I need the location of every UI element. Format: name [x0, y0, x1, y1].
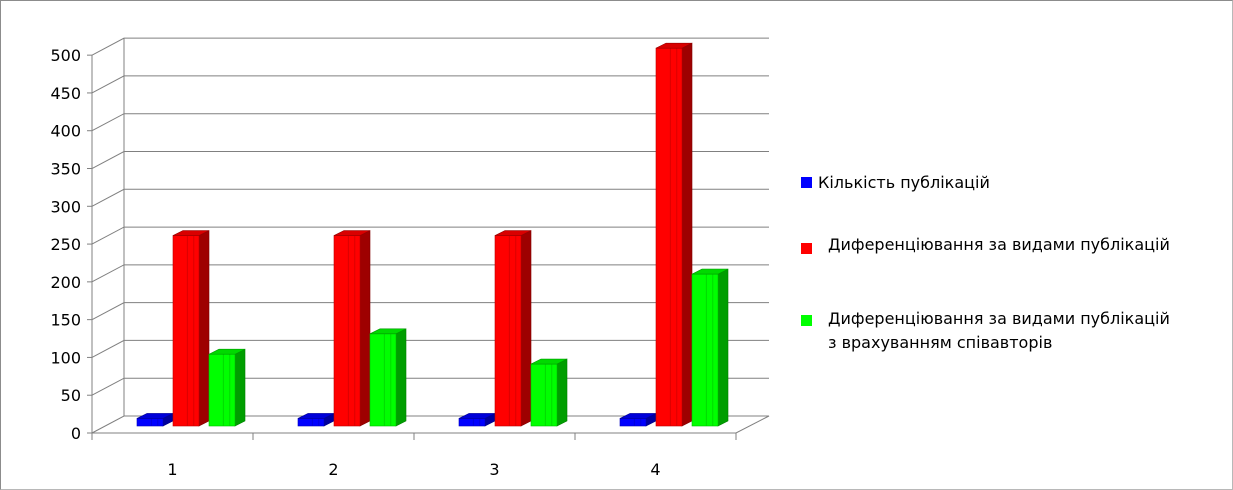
bar-top	[494, 230, 532, 236]
y-tick-label: 100	[50, 348, 81, 367]
y-tick-label: 0	[71, 424, 81, 443]
bar-top	[691, 268, 729, 275]
y-tick-label: 200	[50, 273, 81, 292]
bar-series2-cat1	[172, 230, 210, 427]
bar-series3-cat1	[208, 348, 246, 427]
bar-top	[530, 358, 568, 365]
y-tick-label: 250	[50, 235, 81, 254]
bar-series3-cat2	[369, 328, 407, 427]
bar-front	[619, 418, 647, 427]
legend-swatch-green	[801, 315, 812, 326]
gridline	[91, 188, 769, 207]
bar-front	[691, 273, 719, 427]
bar-side	[556, 358, 568, 427]
legend-swatch-red	[801, 243, 812, 254]
y-tick-label: 500	[50, 46, 81, 65]
y-tick-label: 50	[61, 386, 81, 405]
x-tick-label: 2	[328, 460, 338, 479]
y-tick-label: 400	[50, 122, 81, 141]
gridline	[91, 113, 769, 132]
bar-series1-cat4	[619, 412, 657, 427]
x-axis-ticks: 1 2 3 4	[91, 433, 737, 479]
y-tick-label: 350	[50, 160, 81, 179]
bar-series2-cat4	[655, 42, 693, 427]
bar-series1-cat1	[136, 412, 174, 427]
gridline	[91, 339, 769, 358]
bar-series1-cat2	[297, 412, 335, 427]
bar-front	[333, 235, 361, 427]
bar-series3-cat4	[691, 268, 729, 427]
bar-series2-cat3	[494, 230, 532, 427]
gridline	[91, 151, 769, 169]
gridline	[91, 264, 769, 283]
y-tick-label: 150	[50, 311, 81, 330]
bar-front	[136, 418, 164, 427]
bar-front	[458, 418, 486, 427]
bar-front	[208, 353, 236, 427]
bar-side	[198, 230, 210, 427]
bar-front	[172, 235, 200, 427]
y-tick-label: 300	[50, 197, 81, 216]
bar-side	[717, 268, 729, 427]
legend-label-coauthors-line1: Диференціювання за видами публікацій	[828, 309, 1170, 328]
bar-front	[369, 333, 397, 427]
bar-side	[395, 328, 407, 427]
bar-series3-cat3	[530, 358, 568, 427]
bar-side	[234, 348, 246, 427]
y-axis-ticks: 0 50 100 150 200 250 300 350 400 450 500	[50, 46, 92, 443]
gridline	[91, 302, 769, 321]
x-tick-label: 1	[167, 460, 177, 479]
bar-front	[530, 363, 558, 427]
bar-top	[172, 230, 210, 236]
legend-swatch-blue	[801, 177, 812, 188]
x-tick-label: 3	[489, 460, 499, 479]
legend-label-count: Кількість публікацій	[818, 173, 990, 192]
bars	[136, 42, 729, 427]
bar-side	[359, 230, 371, 427]
bar-top	[655, 42, 693, 49]
bar-series2-cat2	[333, 230, 371, 427]
legend-label-coauthors-line2: з врахуванням співавторів	[828, 333, 1053, 352]
bar-front	[297, 418, 325, 427]
bar-top	[333, 230, 371, 236]
gridline	[91, 226, 769, 245]
bar-top	[208, 348, 246, 355]
bar-side	[520, 230, 532, 427]
bar-series1-cat3	[458, 412, 496, 427]
bar-front	[655, 47, 683, 427]
gridline	[91, 75, 769, 94]
x-tick-label: 4	[650, 460, 660, 479]
bar-side	[681, 42, 693, 427]
gridline	[91, 37, 769, 56]
bar-front	[494, 235, 522, 427]
gridlines	[91, 37, 769, 396]
bar-top	[369, 328, 407, 335]
legend-label-by-type: Диференціювання за видами публікацій	[828, 235, 1170, 254]
y-tick-label: 450	[50, 84, 81, 103]
